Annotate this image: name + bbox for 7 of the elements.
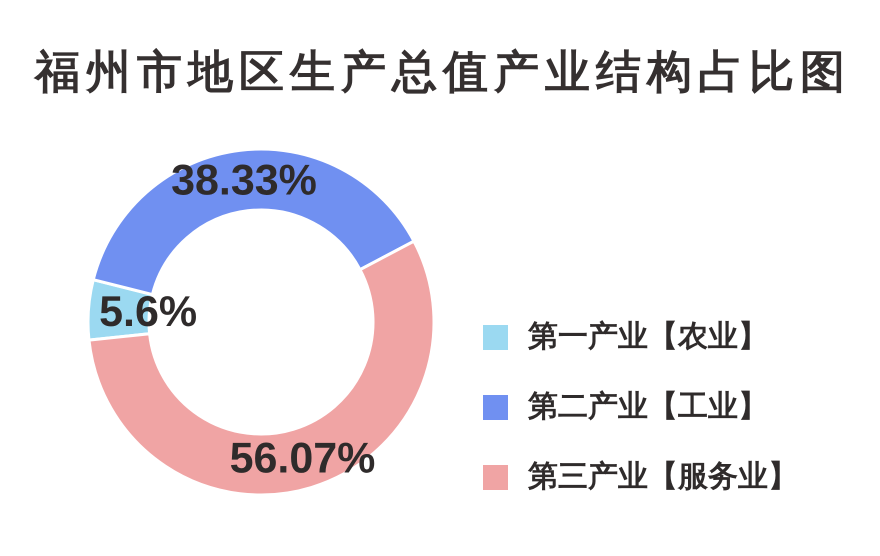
- chart-title: 福州市地区生产总值产业结构占比图: [32, 45, 852, 99]
- data-label: 38.33%: [171, 156, 317, 205]
- legend-label: 第三产业【服务业】: [528, 460, 798, 493]
- data-label: 56.07%: [230, 434, 376, 482]
- legend-label: 第一产业【农业】: [528, 320, 768, 353]
- legend-label: 第二产业【工业】: [528, 390, 768, 423]
- data-label: 5.6%: [99, 288, 198, 336]
